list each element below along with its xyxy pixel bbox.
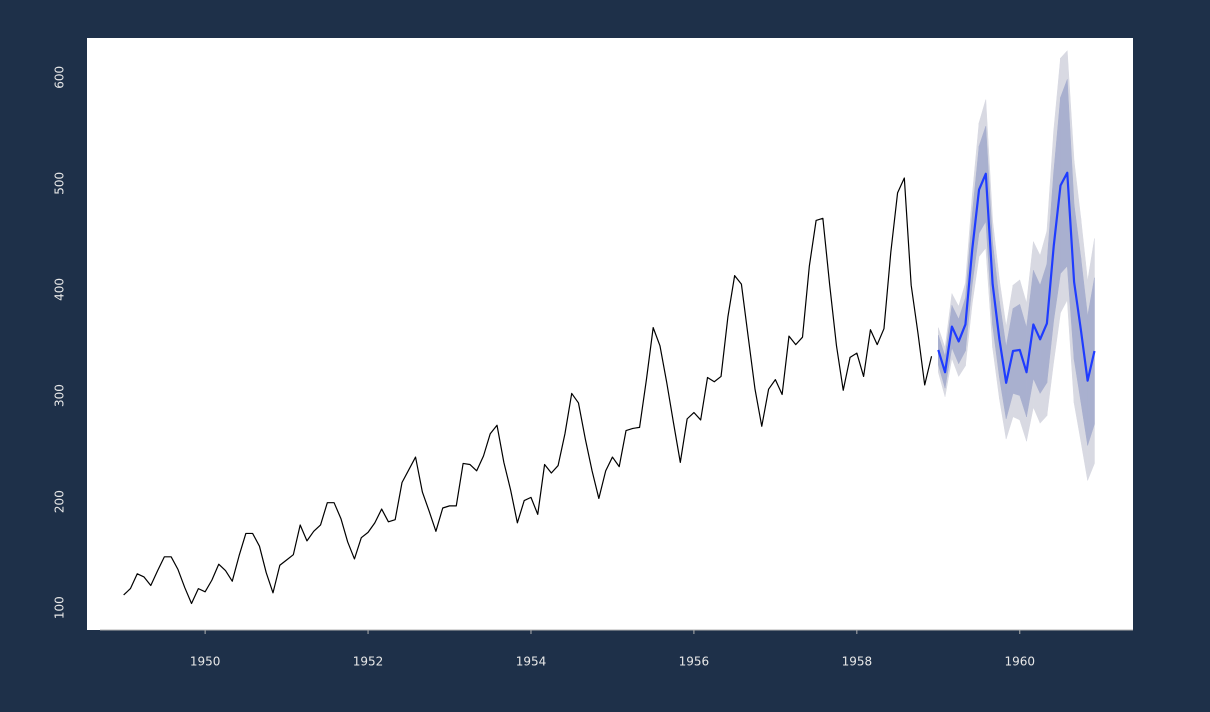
- x-tick-label: 1950: [190, 655, 221, 669]
- y-tick-label: 500: [53, 172, 67, 195]
- y-tick-label: 400: [53, 278, 67, 301]
- y-tick-label: 200: [53, 490, 67, 513]
- x-tick-label: 1960: [1004, 655, 1035, 669]
- y-tick-label: 600: [53, 66, 67, 89]
- x-tick-label: 1952: [353, 655, 384, 669]
- forecast-line: [937, 171, 1096, 384]
- history-line: [123, 177, 933, 605]
- lines: [123, 171, 1096, 605]
- x-tick-label: 1954: [516, 655, 547, 669]
- x-tick-label: 1956: [679, 655, 710, 669]
- axes: 100 200 300 400 500 600 1950 1952 1954 1956 1958 19…: [53, 66, 1036, 669]
- y-tick-label: 100: [53, 596, 67, 619]
- y-tick-label: 300: [53, 384, 67, 407]
- x-tick-label: 1958: [842, 655, 873, 669]
